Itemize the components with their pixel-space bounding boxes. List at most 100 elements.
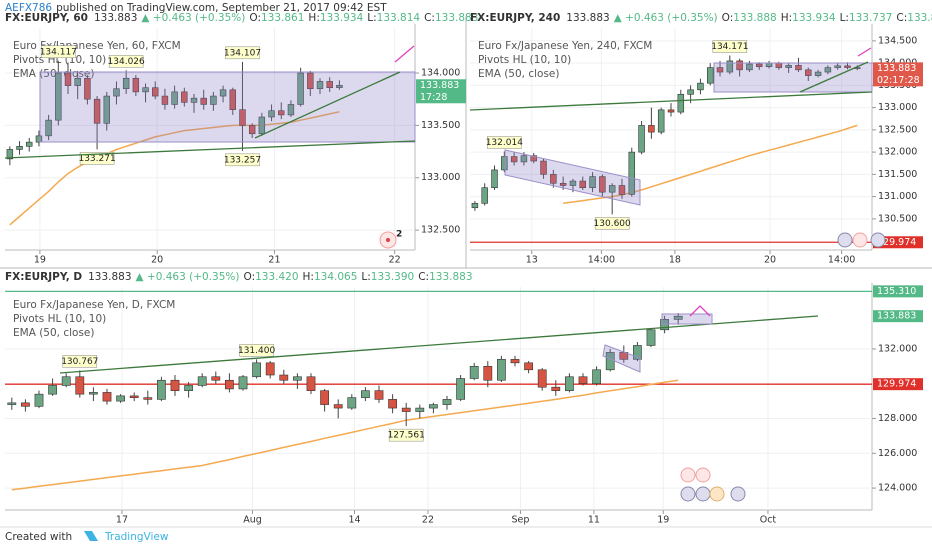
change: ▲ +0.463 (+0.35%) bbox=[141, 12, 245, 24]
candle-body bbox=[229, 89, 236, 110]
pivot-box bbox=[225, 153, 260, 167]
x-tick-label: Oct bbox=[760, 515, 777, 526]
event-badge: 2 bbox=[396, 230, 402, 240]
range-box bbox=[713, 62, 873, 93]
candle-body bbox=[75, 376, 85, 395]
candle-body bbox=[592, 369, 601, 385]
legend-entry: Pivots HL (10, 10) bbox=[478, 54, 571, 66]
candle-body bbox=[347, 397, 357, 409]
y-tick-label: 134.500 bbox=[878, 35, 917, 46]
pivot-label: 133.257 bbox=[224, 155, 261, 165]
candle-body bbox=[48, 385, 57, 395]
trend-line bbox=[59, 315, 819, 374]
candle-body bbox=[618, 185, 626, 195]
candle-body bbox=[26, 141, 33, 147]
legend-entry: Euro Fx/Japanese Yen, D, FXCM bbox=[13, 299, 175, 311]
candle-body bbox=[293, 376, 302, 381]
stat-label: C: bbox=[418, 271, 429, 283]
range-box bbox=[39, 71, 416, 143]
trend-line bbox=[254, 71, 401, 139]
countdown: 17:28 bbox=[420, 92, 447, 103]
candle-body bbox=[181, 91, 188, 103]
candle-body bbox=[219, 89, 227, 97]
pivot-label: 134.117 bbox=[40, 47, 77, 57]
candle-body bbox=[265, 362, 275, 376]
candle-body bbox=[307, 72, 314, 90]
price-label-box bbox=[416, 79, 466, 104]
candle-body bbox=[132, 77, 140, 93]
change: ▲ +0.463 (+0.35%) bbox=[614, 12, 718, 24]
stat-label: O: bbox=[243, 271, 255, 283]
pivot-label: 130.767 bbox=[61, 357, 98, 367]
candle-body bbox=[456, 378, 465, 400]
candle-body bbox=[646, 329, 656, 346]
y-tick-label: 126.000 bbox=[878, 448, 917, 459]
y-tick-label: 124.000 bbox=[878, 483, 917, 494]
drawings-1 bbox=[4, 45, 416, 249]
candle-body bbox=[550, 174, 557, 184]
candle-body bbox=[608, 185, 616, 193]
pivot-box bbox=[594, 217, 630, 230]
candle-body bbox=[510, 359, 520, 364]
candle-body bbox=[805, 69, 812, 76]
candle-body bbox=[84, 77, 91, 100]
price: 133.883 bbox=[88, 271, 131, 283]
candle-body bbox=[225, 379, 234, 390]
footer-brand[interactable]: TradingView bbox=[104, 531, 169, 543]
candle-body bbox=[35, 135, 43, 143]
y-tick-label: 130.500 bbox=[878, 213, 917, 224]
pivot-box bbox=[41, 45, 76, 59]
candle-body bbox=[170, 379, 180, 391]
candle-body bbox=[200, 97, 207, 105]
candle-body bbox=[326, 81, 333, 88]
candle-body bbox=[726, 60, 734, 73]
stat-label: L: bbox=[840, 12, 849, 24]
y-tick-label: 134.000 bbox=[421, 68, 460, 79]
stat-value: 133.883 bbox=[907, 12, 932, 24]
candle-body bbox=[657, 109, 665, 133]
chart-panel: FX:EURJPY, 240 133.883 ▲ +0.463 (+0.35%) O:… bbox=[470, 12, 932, 266]
trend-line bbox=[799, 61, 869, 93]
candle-body bbox=[589, 176, 596, 189]
candle-body bbox=[648, 125, 655, 133]
event-icon bbox=[730, 486, 746, 502]
price-label: 135.310 bbox=[877, 286, 916, 297]
legend-entry: Pivots HL (10, 10) bbox=[13, 54, 106, 66]
y-tick-label: 132.000 bbox=[878, 343, 917, 354]
candle-body bbox=[785, 65, 792, 68]
legend-entry: EMA (50, close) bbox=[13, 327, 95, 339]
candle-body bbox=[61, 376, 71, 386]
pivot-label: 134.171 bbox=[711, 42, 748, 52]
x-tick-label: 19 bbox=[34, 255, 46, 266]
pivot-label: 133.271 bbox=[78, 154, 115, 164]
candle-body bbox=[599, 176, 606, 193]
y-tick-label: 131.500 bbox=[878, 169, 917, 180]
candle-body bbox=[34, 393, 44, 407]
candle-body bbox=[171, 91, 178, 105]
pivot-box bbox=[108, 55, 144, 68]
candle-body bbox=[660, 319, 669, 331]
candle-body bbox=[316, 81, 324, 90]
chart-panel: FX:EURJPY, D 133.883 ▲ +0.463 (+0.35%) O:13… bbox=[5, 271, 923, 526]
candle-body bbox=[239, 109, 246, 126]
candle-body bbox=[21, 402, 30, 407]
candle-body bbox=[374, 390, 384, 400]
x-tick-label: 20 bbox=[151, 255, 163, 266]
candle-body bbox=[497, 359, 506, 381]
price-label-box bbox=[873, 310, 923, 323]
countdown: 02:17:28 bbox=[877, 75, 920, 86]
stat-value: 133.883 bbox=[435, 12, 478, 24]
stat-value: 133.420 bbox=[255, 271, 298, 283]
candle-body bbox=[336, 84, 343, 88]
x-tick-label: 14 bbox=[348, 515, 360, 526]
x-tick-label: 11 bbox=[588, 515, 600, 526]
candle-body bbox=[143, 397, 153, 400]
x-tick-label: Aug bbox=[243, 515, 262, 526]
pivot-label: 132.014 bbox=[486, 138, 523, 148]
candle-body bbox=[469, 366, 479, 379]
pivot-box bbox=[712, 40, 748, 53]
price: 133.883 bbox=[94, 12, 137, 24]
candle-body bbox=[184, 385, 193, 391]
candle-body bbox=[279, 374, 289, 381]
